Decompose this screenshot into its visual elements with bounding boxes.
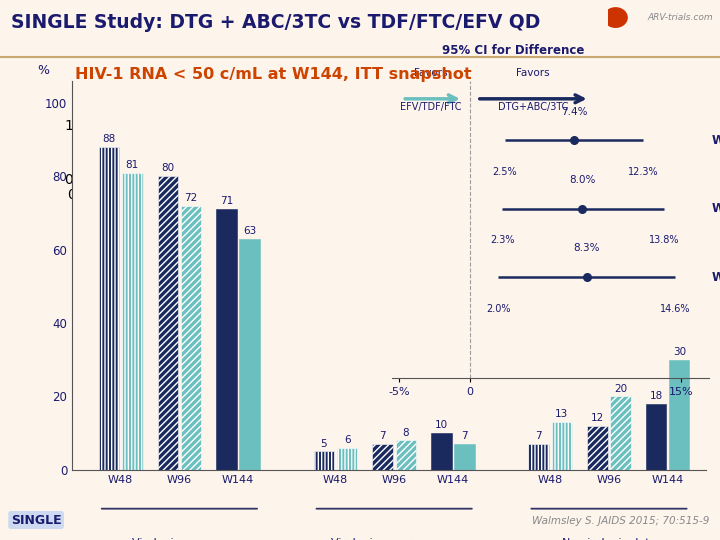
- Text: 6: 6: [343, 435, 351, 445]
- Bar: [431, 433, 451, 470]
- Text: SINGLE Study: DTG + ABC/3TC vs TDF/FTC/EFV QD: SINGLE Study: DTG + ABC/3TC vs TDF/FTC/E…: [11, 14, 540, 32]
- Text: DTG + ABC/3TC (N=414): DTG + ABC/3TC (N=414): [120, 134, 250, 144]
- Bar: [122, 173, 143, 470]
- Text: 12: 12: [591, 413, 604, 423]
- Text: 80: 80: [161, 164, 174, 173]
- Text: SINGLE: SINGLE: [11, 514, 61, 526]
- Bar: [454, 444, 474, 470]
- Text: 8.0%: 8.0%: [570, 175, 595, 185]
- Text: Favors: Favors: [516, 68, 550, 78]
- Bar: [588, 426, 608, 470]
- Bar: [240, 239, 260, 470]
- Text: 13.8%: 13.8%: [649, 235, 680, 246]
- Text: 7: 7: [461, 431, 468, 441]
- Bar: [99, 147, 120, 470]
- Text: Virologic success: Virologic success: [132, 538, 227, 540]
- Text: 7: 7: [536, 431, 542, 441]
- Bar: [395, 441, 416, 470]
- Text: 8: 8: [402, 428, 409, 437]
- Text: DTG+ABC/3TC: DTG+ABC/3TC: [498, 102, 568, 112]
- Text: 2.3%: 2.3%: [490, 235, 515, 246]
- Text: 7: 7: [379, 431, 386, 441]
- Text: 13: 13: [555, 409, 569, 419]
- Bar: [181, 206, 201, 470]
- Bar: [158, 177, 178, 470]
- Text: 63: 63: [243, 226, 256, 236]
- Text: W144: W144: [712, 271, 720, 284]
- Text: %: %: [37, 64, 49, 77]
- Text: 10: 10: [435, 420, 448, 430]
- Text: 2.5%: 2.5%: [492, 167, 518, 177]
- Text: 8.3%: 8.3%: [573, 243, 600, 253]
- Text: 7.4%: 7.4%: [561, 106, 588, 117]
- Text: 5: 5: [320, 438, 328, 449]
- Bar: [372, 444, 393, 470]
- Text: 2.0%: 2.0%: [486, 303, 510, 314]
- Bar: [337, 448, 357, 470]
- Bar: [669, 360, 690, 470]
- Bar: [552, 422, 572, 470]
- Text: 30: 30: [672, 347, 685, 357]
- Text: ARV-trials.com: ARV-trials.com: [647, 14, 713, 23]
- Text: 72: 72: [184, 193, 197, 203]
- Text: HIV-1 RNA < 50 c/mL at W144, ITT snapshot: HIV-1 RNA < 50 c/mL at W144, ITT snapsho…: [76, 68, 472, 83]
- Bar: [216, 210, 237, 470]
- Circle shape: [604, 8, 627, 27]
- Bar: [314, 451, 334, 470]
- Text: 81: 81: [126, 160, 139, 170]
- Text: 20: 20: [614, 383, 627, 394]
- Text: 18: 18: [649, 391, 662, 401]
- Text: Virologic non-response: Virologic non-response: [330, 538, 458, 540]
- Text: 95% CI for Difference: 95% CI for Difference: [441, 44, 584, 57]
- Bar: [528, 444, 549, 470]
- Text: 12.3%: 12.3%: [628, 167, 658, 177]
- Text: 71: 71: [220, 197, 233, 206]
- Text: W48: W48: [712, 134, 720, 147]
- Text: EFV/TDF/FTC: EFV/TDF/FTC: [400, 102, 462, 112]
- Text: 88: 88: [102, 134, 116, 144]
- Text: No virologic data: No virologic data: [562, 538, 656, 540]
- Text: TDF/FTC/EFV (N=419): TDF/FTC/EFV (N=419): [120, 158, 233, 168]
- Bar: [611, 396, 631, 470]
- Text: Favors: Favors: [413, 68, 447, 78]
- Bar: [646, 404, 666, 470]
- Text: 14.6%: 14.6%: [660, 303, 690, 314]
- Text: W96: W96: [712, 202, 720, 215]
- Text: Walmsley S. JAIDS 2015; 70:515-9: Walmsley S. JAIDS 2015; 70:515-9: [532, 516, 709, 526]
- FancyBboxPatch shape: [90, 130, 113, 148]
- FancyBboxPatch shape: [90, 154, 113, 173]
